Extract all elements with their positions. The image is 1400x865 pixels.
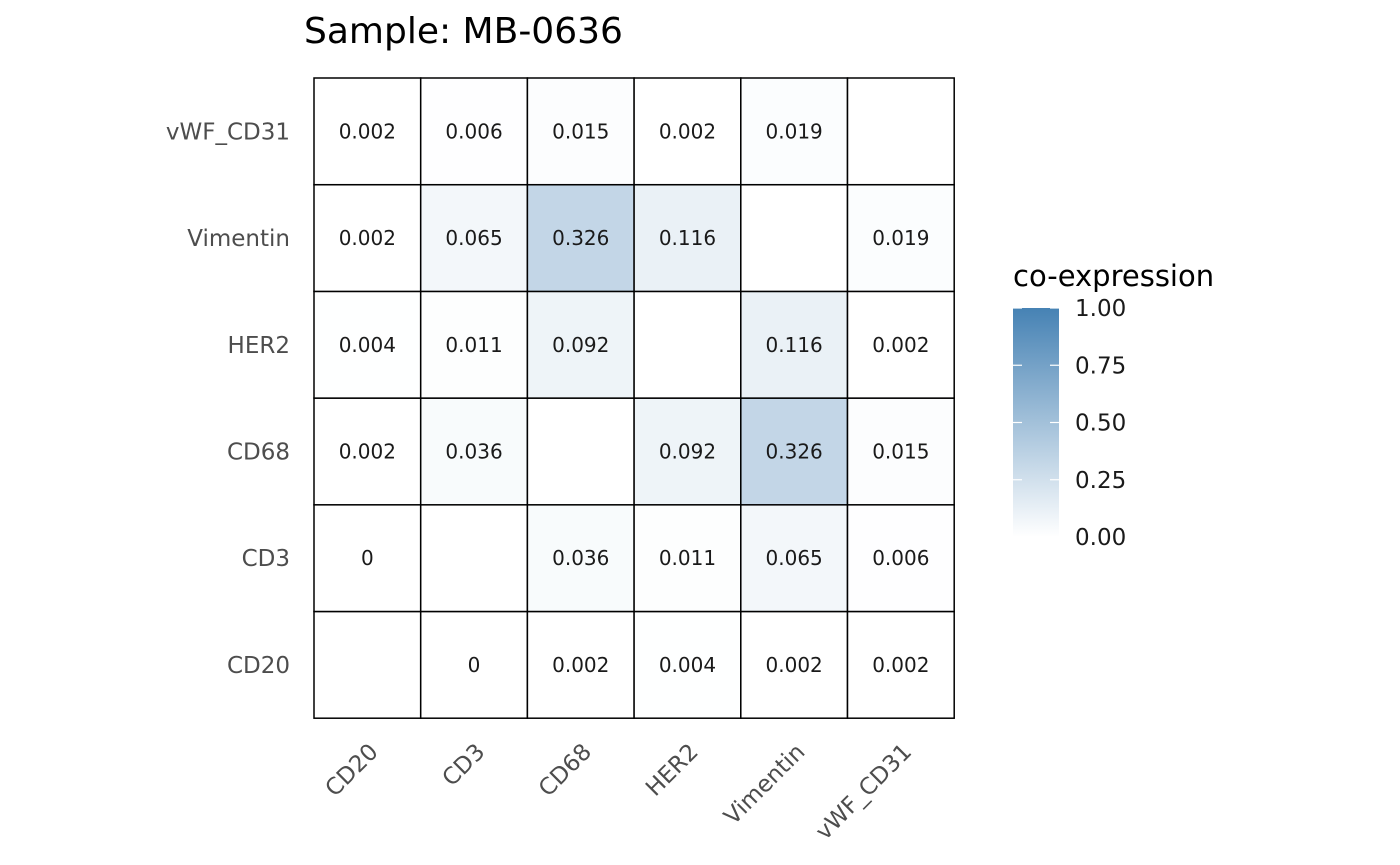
heatmap-cell-cd68-vwf-cd31 <box>526 77 635 186</box>
cell-value-label-vimentin-cd20: 0.002 <box>766 653 823 677</box>
cell-value-label-vwf-cd31-vimentin: 0.019 <box>872 226 929 250</box>
y-axis-ticks: CD20 CD3 CD68 HER2 Vimentin vWF_CD31 <box>166 119 290 679</box>
x-tick-label-vimentin: Vimentin <box>719 739 810 830</box>
cell-value-label-cd20-cd3: 0 <box>361 546 374 570</box>
legend-tick-label-2: 0.50 <box>1075 411 1126 437</box>
heatmap-cell-cd68-cd20 <box>526 610 635 719</box>
x-axis-ticks: CD20 CD3 CD68 HER2 Vimentin vWF_CD31 <box>321 739 917 845</box>
heatmap-cell-vwf-cd31-cd20 <box>846 610 955 719</box>
cell-value-label-cd20-cd68: 0.002 <box>339 439 396 463</box>
y-tick-label-vimentin: Vimentin <box>187 226 290 252</box>
heatmap-cell-vimentin-cd3 <box>740 504 849 613</box>
cell-value-label-cd68-cd3: 0.036 <box>552 546 609 570</box>
cell-value-label-her2-vimentin: 0.116 <box>659 226 716 250</box>
heatmap-cell-cd68-her2 <box>526 290 635 399</box>
cell-value-label-cd3-vwf-cd31: 0.006 <box>445 119 502 143</box>
cell-value-label-vimentin-cd3: 0.065 <box>766 546 823 570</box>
heatmap-cell-cd3-vwf-cd31 <box>419 77 529 186</box>
cell-value-label-cd68-her2: 0.092 <box>552 333 609 357</box>
cell-value-labels: 0 0.002 0.004 0.002 0.002 0 0.036 0.011 0.065 0.0… <box>339 119 930 677</box>
legend-tick-label-1: 0.25 <box>1075 468 1126 494</box>
cell-value-label-her2-vwf-cd31: 0.002 <box>659 119 716 143</box>
x-tick-label-cd3: CD3 <box>438 739 491 792</box>
heatmap-cell-vwf-cd31-cd3 <box>846 504 955 613</box>
heatmap-cell-her2-vwf-cd31 <box>633 77 742 186</box>
cell-value-label-cd3-her2: 0.011 <box>445 333 502 357</box>
x-tick-label-cd20: CD20 <box>321 739 384 802</box>
x-tick-label-her2: HER2 <box>641 739 704 802</box>
cell-value-label-her2-cd3: 0.011 <box>659 546 716 570</box>
heatmap-cell-vwf-cd31-vwf-cd31 <box>846 77 955 186</box>
cell-value-label-vwf-cd31-cd3: 0.006 <box>872 546 929 570</box>
cell-value-label-cd3-cd68: 0.036 <box>445 439 502 463</box>
heatmap-cell-cd20-vimentin <box>313 183 422 293</box>
heatmap-cell-cd20-cd20 <box>313 610 422 719</box>
cell-value-label-vwf-cd31-cd68: 0.015 <box>872 439 929 463</box>
heatmap-cell-her2-cd3 <box>633 504 742 613</box>
x-tick-label-vwf-cd31: vWF_CD31 <box>811 739 917 845</box>
y-tick-label-cd3: CD3 <box>242 546 290 572</box>
cell-value-label-vimentin-vwf-cd31: 0.019 <box>766 119 823 143</box>
heatmap-cell-cd68-cd68 <box>526 397 635 506</box>
legend-tick-label-3: 0.75 <box>1075 353 1126 379</box>
cell-value-label-vwf-cd31-cd20: 0.002 <box>872 653 929 677</box>
y-tick-label-vwf-cd31: vWF_CD31 <box>166 119 290 145</box>
legend-ticks: 0.00 0.25 0.50 0.75 1.00 <box>1013 296 1126 551</box>
legend-tick-label-4: 1.00 <box>1075 296 1126 322</box>
heatmap-cell-vimentin-cd20 <box>740 610 849 719</box>
heatmap-cell-cd3-cd68 <box>419 397 529 506</box>
cell-value-label-her2-cd68: 0.092 <box>659 439 716 463</box>
heatmap-cell-vwf-cd31-cd68 <box>846 397 955 506</box>
heatmap-cell-vimentin-her2 <box>740 290 849 399</box>
cell-value-label-cd20-her2: 0.004 <box>339 333 396 357</box>
heatmap-cell-vwf-cd31-her2 <box>846 290 955 399</box>
heatmap-cell-cd20-cd3 <box>313 504 422 613</box>
legend-title: co-expression <box>1013 259 1214 293</box>
cell-value-label-cd3-vimentin: 0.065 <box>445 226 502 250</box>
heatmap-cell-cd3-her2 <box>419 290 529 399</box>
heatmap-cell-vwf-cd31-vimentin <box>846 183 955 293</box>
heatmap-cell-cd68-vimentin <box>526 183 635 293</box>
cell-value-label-cd20-vwf-cd31: 0.002 <box>339 119 396 143</box>
heatmap-cell-cd68-cd3 <box>526 504 635 613</box>
legend-tick-label-0: 0.00 <box>1075 525 1126 551</box>
heatmap-cell-cd20-her2 <box>313 290 422 399</box>
heatmap-cell-her2-cd68 <box>633 397 742 506</box>
color-legend: co-expression 0.00 0.25 0.50 0.75 1.00 <box>1013 259 1214 551</box>
y-tick-label-cd68: CD68 <box>227 439 290 465</box>
cell-value-label-vimentin-cd68: 0.326 <box>766 439 823 463</box>
cell-value-label-cd20-vimentin: 0.002 <box>339 226 396 250</box>
heatmap-cells <box>313 77 955 719</box>
heatmap-cell-her2-her2 <box>633 290 742 399</box>
cell-value-label-vwf-cd31-her2: 0.002 <box>872 333 929 357</box>
heatmap-cell-cd3-cd20 <box>419 610 529 719</box>
cell-value-label-cd68-vimentin: 0.326 <box>552 226 609 250</box>
chart-title: Sample: MB-0636 <box>304 11 623 52</box>
cell-value-label-cd68-vwf-cd31: 0.015 <box>552 119 609 143</box>
cell-value-label-cd68-cd20: 0.002 <box>552 653 609 677</box>
heatmap-cell-vimentin-vimentin <box>740 183 849 293</box>
y-tick-label-her2: HER2 <box>228 333 290 359</box>
cell-value-label-vimentin-her2: 0.116 <box>766 333 823 357</box>
y-tick-label-cd20: CD20 <box>227 653 290 679</box>
cell-value-label-her2-cd20: 0.004 <box>659 653 716 677</box>
x-tick-label-cd68: CD68 <box>534 739 597 802</box>
cell-value-label-cd3-cd20: 0 <box>468 653 481 677</box>
heatmap-cell-cd3-cd3 <box>419 504 529 613</box>
